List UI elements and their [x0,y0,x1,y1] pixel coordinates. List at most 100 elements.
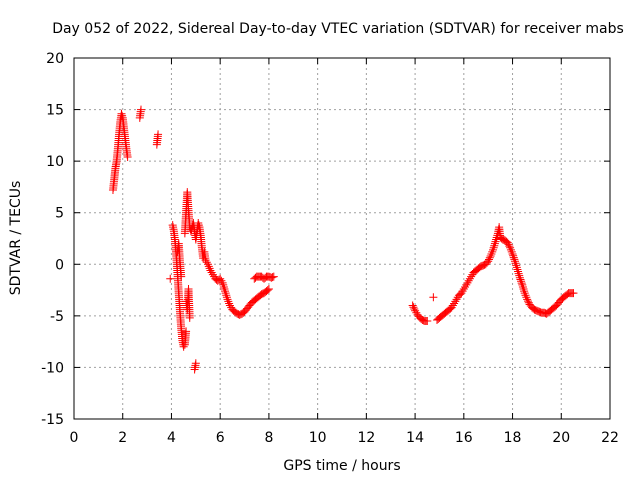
data-point [207,268,216,277]
data-point [504,240,513,249]
data-point [485,253,494,262]
data-point [457,289,466,298]
data-point [484,257,493,266]
data-point [514,267,523,276]
x-tick-label: 0 [70,430,79,446]
data-point [515,271,524,280]
data-point [219,280,228,289]
data-point [217,276,226,285]
data-point [510,255,519,264]
chart-title: Day 052 of 2022, Sidereal Day-to-day VTE… [52,21,624,37]
data-point [222,293,231,302]
data-point [503,238,512,247]
data-point [423,317,432,326]
data-point [512,263,521,272]
data-point [521,291,530,300]
data-point [208,270,217,279]
data-point [225,299,234,308]
data-point [220,285,229,294]
plot-frame [73,57,611,420]
data-point [221,287,230,296]
data-point [463,278,472,287]
data-point [511,259,520,268]
x-tick-label: 8 [264,430,273,446]
data-point [410,304,419,313]
x-tick-label: 22 [601,430,619,446]
data-point [182,327,191,336]
data-point [216,274,225,283]
data-point [514,269,523,278]
data-point [202,258,211,267]
data-point [518,282,527,291]
y-tick-label: -5 [50,309,64,325]
data-point [137,105,145,114]
data-point [204,262,213,271]
data-point [459,285,468,294]
data-point [458,287,467,296]
data-point [513,265,522,274]
data-point [222,291,231,300]
data-point [486,252,495,261]
data-point [508,249,517,258]
data-point [482,258,491,267]
x-tick-label: 4 [167,430,176,446]
data-point [218,278,227,287]
data-point [201,256,210,265]
data-point [462,280,471,289]
data-point [509,253,518,262]
grid [74,58,610,419]
data-point [268,273,277,282]
data-point [517,279,526,288]
data-point [191,359,200,368]
data-point [467,272,476,281]
data-point [492,235,501,244]
data-point [117,109,126,118]
y-tick-label: 20 [46,51,64,67]
data-point [507,247,516,256]
data-point [506,245,515,254]
data-point [179,342,188,351]
data-point [519,285,528,294]
y-tick-label: -15 [41,412,64,428]
y-tick-label: 15 [46,103,64,119]
data-point [219,282,228,291]
data-point [185,313,194,322]
data-point [206,266,215,275]
data-point [520,289,529,298]
data-point [123,153,132,162]
y-tick-label: 10 [46,154,64,170]
data-point [489,243,498,252]
data-point [512,261,521,270]
data-point [509,251,518,260]
y-tick-label: -10 [41,360,64,376]
data-points [108,105,578,374]
data-point [487,249,496,258]
data-point [510,257,519,266]
data-point [452,295,461,304]
data-point [524,298,533,307]
data-point [464,276,473,285]
data-point [194,219,203,228]
data-point [517,277,526,286]
data-point [518,280,527,289]
x-tick-label: 14 [406,430,424,446]
data-point [447,303,456,312]
x-tick-label: 20 [552,430,570,446]
x-tick-label: 18 [504,430,522,446]
data-point [465,274,474,283]
data-point [484,255,493,264]
data-point [263,286,272,295]
data-point [522,293,531,302]
data-point [269,272,278,281]
data-point [408,301,417,310]
data-point [264,285,273,294]
data-point [488,247,497,256]
data-point [194,221,203,230]
x-tick-label: 10 [309,430,327,446]
data-point [448,301,457,310]
data-point [490,239,499,248]
data-point [523,295,532,304]
data-point [523,297,532,306]
data-point [491,237,500,246]
data-point [205,264,214,273]
